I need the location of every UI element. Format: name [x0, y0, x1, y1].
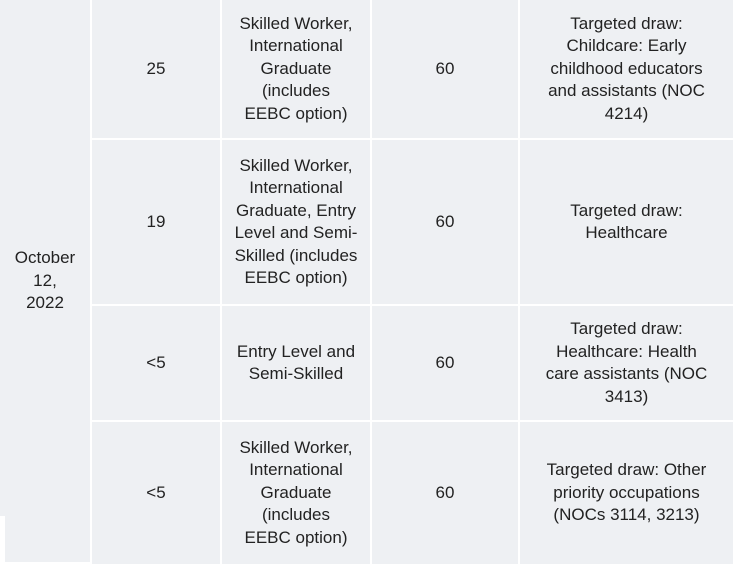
streams-cell: Entry Level and Semi-Skilled — [222, 306, 372, 422]
draw-type-cell: Targeted draw: Other priority occupation… — [520, 422, 733, 564]
minimum-score: 60 — [435, 211, 455, 231]
date-cell: October 12, 2022 — [0, 0, 92, 564]
streams-text: Skilled Worker, International Graduate, … — [234, 155, 358, 288]
minimum-score-cell: 60 — [372, 422, 520, 564]
corner-gap — [0, 516, 5, 564]
minimum-score: 60 — [435, 58, 455, 78]
streams-cell: Skilled Worker, International Graduate (… — [222, 0, 372, 140]
streams-text: Skilled Worker, International Graduate (… — [239, 437, 353, 547]
draw-type-cell: Targeted draw: Healthcare — [520, 140, 733, 306]
draw-type-cell: Targeted draw: Childcare: Early childhoo… — [520, 0, 733, 140]
minimum-score-cell: 60 — [372, 140, 520, 306]
draw-date: October 12, 2022 — [14, 248, 76, 313]
invitations-count-cell: <5 — [92, 422, 222, 564]
draw-type-text: Targeted draw: Other priority occupation… — [546, 460, 707, 525]
draw-type-cell: Targeted draw: Healthcare: Health care a… — [520, 306, 733, 422]
draw-type-text: Targeted draw: Healthcare: Health care a… — [545, 319, 708, 406]
streams-cell: Skilled Worker, International Graduate, … — [222, 140, 372, 306]
minimum-score-cell: 60 — [372, 306, 520, 422]
draw-type-text: Targeted draw: Healthcare — [570, 200, 683, 243]
minimum-score: 60 — [435, 352, 455, 372]
minimum-score-cell: 60 — [372, 0, 520, 140]
invitations-count: 19 — [146, 211, 166, 231]
invitations-count-cell: 19 — [92, 140, 222, 306]
draw-type-text: Targeted draw: Childcare: Early childhoo… — [548, 13, 705, 123]
streams-cell: Skilled Worker, International Graduate (… — [222, 422, 372, 564]
invitations-count: <5 — [146, 352, 166, 372]
streams-text: Entry Level and Semi-Skilled — [236, 341, 356, 384]
invitations-count: <5 — [146, 482, 166, 502]
streams-text: Skilled Worker, International Graduate (… — [239, 13, 353, 123]
minimum-score: 60 — [435, 482, 455, 502]
invitations-count: 25 — [146, 58, 166, 78]
invitations-count-cell: 25 — [92, 0, 222, 140]
invitations-count-cell: <5 — [92, 306, 222, 422]
